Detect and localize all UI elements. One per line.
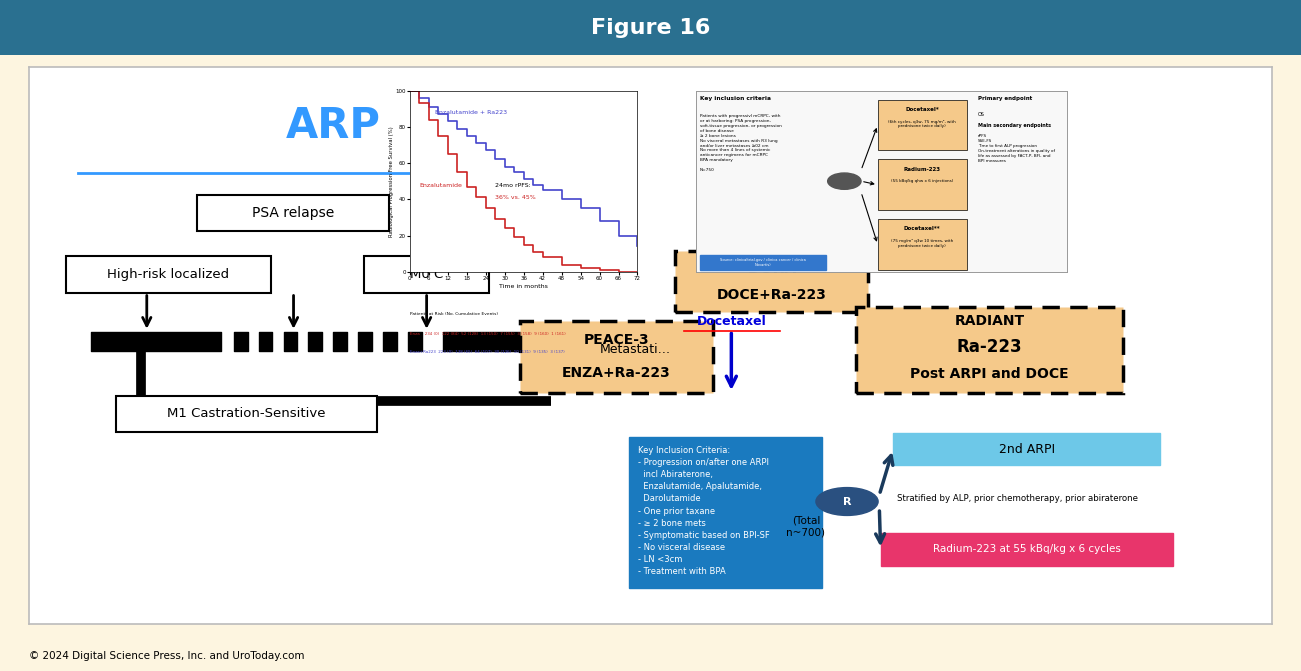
Text: Primary endpoint: Primary endpoint	[978, 96, 1032, 101]
Text: Enzalutamide + Ra223: Enzalutamide + Ra223	[435, 110, 507, 115]
FancyBboxPatch shape	[881, 533, 1174, 566]
Text: Patients with progressivl mCRPC, with
or at harboring: PSA progression,
soft-tis: Patients with progressivl mCRPC, with or…	[700, 114, 782, 172]
FancyBboxPatch shape	[856, 307, 1123, 393]
FancyBboxPatch shape	[892, 433, 1160, 465]
Text: Main secondary endpoints: Main secondary endpoints	[978, 123, 1051, 128]
Circle shape	[816, 488, 878, 515]
Text: rPFS
SSE-FS
Time to first ALP progression
On-treatment alterations in quality of: rPFS SSE-FS Time to first ALP progressio…	[978, 134, 1055, 162]
FancyBboxPatch shape	[520, 321, 713, 393]
Text: (Total
n~700): (Total n~700)	[787, 516, 825, 537]
FancyBboxPatch shape	[563, 331, 706, 368]
Text: R: R	[843, 497, 851, 507]
Text: (75 mg/m² q3w 10 times, with
prednisone twice daily): (75 mg/m² q3w 10 times, with prednisone …	[891, 239, 954, 248]
FancyBboxPatch shape	[700, 256, 826, 270]
Text: ARP: ARP	[286, 105, 381, 146]
Text: Source: clinicaltrial.gov / clinica cancer / clinica
Novartis): Source: clinicaltrial.gov / clinica canc…	[719, 258, 805, 267]
Y-axis label: Radiological Progression Free Survival (%): Radiological Progression Free Survival (…	[389, 125, 394, 237]
Text: OS: OS	[978, 112, 985, 117]
Text: DOCE+Ra-223: DOCE+Ra-223	[717, 288, 826, 302]
Text: Patients at Risk (No. Cumulative Events): Patients at Risk (No. Cumulative Events)	[410, 311, 498, 315]
FancyBboxPatch shape	[878, 100, 967, 150]
Text: M1 Castration-Sensitive: M1 Castration-Sensitive	[167, 407, 325, 420]
Text: 24mo rPFS:: 24mo rPFS:	[496, 183, 531, 188]
FancyBboxPatch shape	[675, 251, 868, 312]
Text: Key Inclusion Criteria:
- Progression on/after one ARPI
  incl Abiraterone,
  En: Key Inclusion Criteria: - Progression on…	[637, 446, 770, 576]
FancyBboxPatch shape	[66, 256, 271, 293]
Text: © 2024 Digital Science Press, Inc. and UroToday.com: © 2024 Digital Science Press, Inc. and U…	[29, 652, 304, 661]
Text: Docetaxel**: Docetaxel**	[904, 226, 941, 231]
Text: (6th cycles, q3w, 75 mg/m², with
prednisone twice daily): (6th cycles, q3w, 75 mg/m², with prednis…	[889, 119, 956, 128]
Text: ENZA+Ra-223: ENZA+Ra-223	[562, 366, 671, 380]
Text: High-risk localized: High-risk localized	[108, 268, 229, 281]
Text: Docetaxel: Docetaxel	[696, 315, 766, 328]
Text: Figure 16: Figure 16	[591, 17, 710, 38]
Text: Stratified by ALP, prior chemotherapy, prior abiraterone: Stratified by ALP, prior chemotherapy, p…	[896, 495, 1138, 503]
Text: Enzalutamide: Enzalutamide	[419, 183, 462, 188]
Text: Metastati…: Metastati…	[600, 344, 670, 356]
FancyBboxPatch shape	[116, 396, 377, 432]
FancyBboxPatch shape	[364, 256, 489, 293]
Text: Radium-223 at 55 kBq/kg x 6 cycles: Radium-223 at 55 kBq/kg x 6 cycles	[933, 544, 1120, 554]
Text: Enza+Ra223  223 (0)  138 (65)  64 (107)  30 (126)  10 (131)  9 (135)  3 (137): Enza+Ra223 223 (0) 138 (65) 64 (107) 30 …	[410, 350, 565, 354]
Text: Docetaxel*: Docetaxel*	[905, 107, 939, 112]
Text: PEACE-3: PEACE-3	[583, 333, 649, 347]
Text: R: R	[842, 176, 847, 186]
Text: 36% vs. 45%: 36% vs. 45%	[496, 195, 536, 200]
FancyBboxPatch shape	[630, 437, 822, 588]
Text: PSA relapse: PSA relapse	[252, 206, 334, 220]
FancyBboxPatch shape	[196, 195, 389, 231]
X-axis label: Time in months: Time in months	[500, 284, 548, 289]
Text: Radium-223: Radium-223	[904, 166, 941, 172]
Text: 2nd ARPI: 2nd ARPI	[999, 443, 1055, 456]
Text: RADIANT: RADIANT	[955, 314, 1024, 328]
FancyBboxPatch shape	[878, 219, 967, 270]
FancyBboxPatch shape	[878, 160, 967, 210]
Text: Post ARPI and DOCE: Post ARPI and DOCE	[911, 367, 1068, 381]
Text: Ra-223: Ra-223	[956, 338, 1023, 356]
Text: DORA: DORA	[747, 260, 796, 276]
Text: (55 kBq/kg qhw x 6 injections): (55 kBq/kg qhw x 6 injections)	[891, 179, 954, 183]
Text: M0 C: M0 C	[410, 268, 444, 281]
Text: Enza    234 (0)  122 (84)  52 (128)  13 (150)  7 (155)  3 (158)  9 (160)  1 (161: Enza 234 (0) 122 (84) 52 (128) 13 (150) …	[410, 331, 566, 336]
Circle shape	[827, 173, 861, 189]
Text: Key inclusion criteria: Key inclusion criteria	[700, 96, 770, 101]
